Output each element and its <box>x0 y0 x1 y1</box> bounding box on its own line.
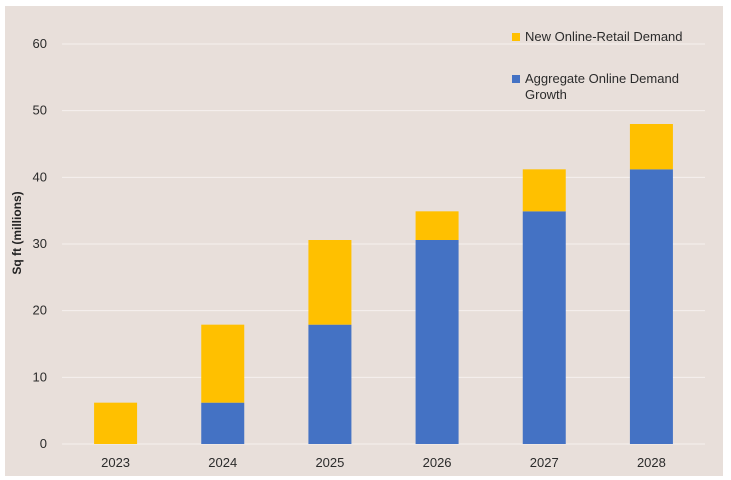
legend-label-aggregate-online-line2: Growth <box>525 87 567 102</box>
x-tick-label-2026: 2026 <box>423 455 452 470</box>
axis-layer: 0 10 20 30 40 50 60 2023 2024 2025 2026 2027 2028 <box>33 36 666 470</box>
legend-label-new-online-retail: New Online-Retail Demand <box>525 29 683 44</box>
y-tick-label-10: 10 <box>33 369 47 384</box>
grid-layer <box>62 43 705 445</box>
y-tick-label-60: 60 <box>33 36 47 51</box>
stacked-bar-chart: 0 10 20 30 40 50 60 2023 2024 2025 2026 2027 2028 Sq… <box>5 6 723 476</box>
legend-swatch-new-online-retail <box>512 33 520 41</box>
legend-label-aggregate-online-line1: Aggregate Online Demand <box>525 71 679 86</box>
bar-2028-new <box>629 124 673 170</box>
bar-2028-aggregate <box>629 169 673 445</box>
y-tick-label-40: 40 <box>33 169 47 184</box>
bar-2026-new <box>415 211 459 240</box>
y-tick-label-20: 20 <box>33 303 47 318</box>
x-tick-label-2027: 2027 <box>530 455 559 470</box>
y-tick-label-30: 30 <box>33 236 47 251</box>
x-tick-label-2023: 2023 <box>101 455 130 470</box>
bar-2027-aggregate <box>522 211 566 444</box>
bar-2025-new <box>308 240 352 325</box>
bar-2024-new <box>201 324 245 403</box>
chart-svg: 0 10 20 30 40 50 60 2023 2024 2025 2026 2027 2028 Sq… <box>10 29 705 470</box>
y-tick-label-0: 0 <box>40 436 47 451</box>
x-tick-label-2025: 2025 <box>315 455 344 470</box>
bar-2026-aggregate <box>415 240 459 444</box>
legend: New Online-Retail Demand Aggregate Onlin… <box>512 29 683 102</box>
x-tick-label-2028: 2028 <box>637 455 666 470</box>
bar-2025-aggregate <box>308 324 352 444</box>
x-tick-label-2024: 2024 <box>208 455 237 470</box>
bar-2027-new <box>522 169 566 212</box>
bar-layer <box>94 124 673 445</box>
bar-2023-new <box>94 402 138 444</box>
bar-2024-aggregate <box>201 402 245 444</box>
y-axis-label: Sq ft (millions) <box>10 191 24 274</box>
legend-swatch-aggregate-online <box>512 75 520 83</box>
y-tick-label-50: 50 <box>33 103 47 118</box>
